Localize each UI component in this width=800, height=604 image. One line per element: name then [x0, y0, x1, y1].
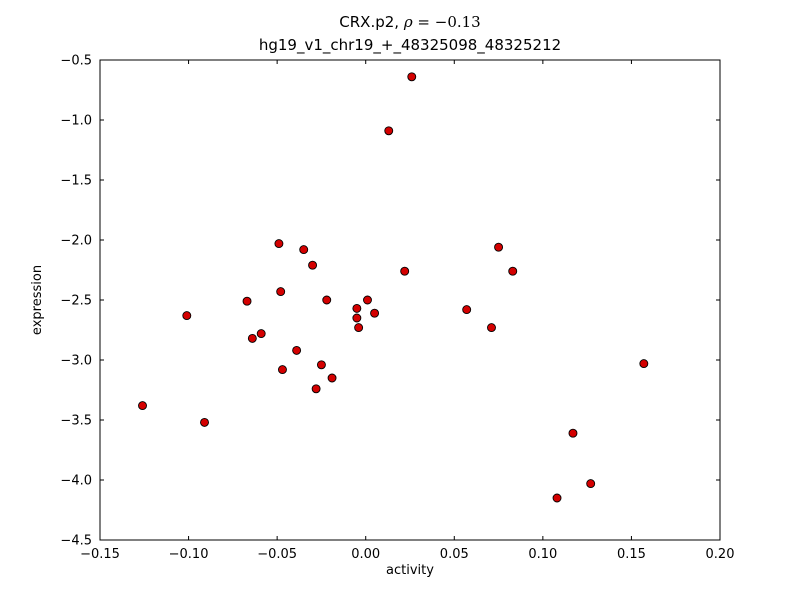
data-point [256, 329, 266, 339]
data-points [138, 72, 649, 503]
x-tick-label: −0.05 [257, 547, 297, 562]
x-tick-label: −0.15 [80, 547, 120, 562]
x-axis-label: activity [386, 563, 434, 578]
chart-title: CRX.p2, ρ = −0.13 [339, 13, 480, 31]
y-tick-label: −4.0 [60, 474, 92, 489]
data-point [352, 303, 362, 313]
data-point [200, 417, 209, 427]
data-point [299, 245, 309, 255]
plot-frame [99, 59, 721, 541]
axis-ticks: −0.15 −0.10 −0.05 0.00 0.05 0.10 0.15 0.20 −4.5 −… [60, 54, 734, 563]
data-point [316, 360, 326, 370]
data-point [247, 333, 257, 343]
x-tick-label: 0.05 [440, 547, 469, 562]
data-point [327, 373, 337, 383]
data-point [322, 295, 332, 305]
data-point [138, 401, 147, 411]
data-point [494, 242, 504, 252]
x-tick-label: 0.00 [351, 547, 380, 562]
data-point [354, 323, 364, 333]
y-tick-label: −1.5 [60, 174, 92, 189]
data-point [552, 493, 562, 503]
x-tick-label: 0.20 [706, 547, 735, 562]
data-point [276, 287, 286, 297]
x-tick-label: 0.10 [528, 547, 557, 562]
x-tick-label: 0.15 [617, 547, 646, 562]
data-point [363, 295, 372, 305]
chart-subtitle: hg19_v1_chr19_+_48325098_48325212 [259, 36, 561, 55]
y-axis-label: expression [30, 265, 45, 335]
y-tick-label: −1.0 [60, 114, 92, 129]
y-tick-label: −3.5 [60, 414, 92, 429]
data-point [278, 365, 287, 375]
data-point [292, 345, 302, 355]
data-point [384, 126, 394, 136]
data-point [487, 323, 496, 333]
y-tick-label: −0.5 [60, 54, 92, 69]
data-point [508, 266, 518, 276]
data-point [274, 239, 284, 249]
data-point [182, 311, 192, 321]
y-tick-label: −4.5 [60, 534, 92, 549]
data-point [639, 359, 649, 369]
data-point [407, 72, 417, 82]
chart-title-prefix: CRX.p2, [339, 13, 404, 31]
data-point [370, 308, 380, 318]
data-point [311, 384, 321, 394]
data-point [352, 313, 362, 323]
data-point [400, 266, 410, 276]
data-point [586, 479, 596, 489]
rho-symbol: ρ [403, 13, 413, 31]
data-point [462, 305, 472, 315]
y-tick-label: −3.0 [60, 354, 92, 369]
data-point [308, 260, 318, 270]
y-tick-label: −2.5 [60, 294, 92, 309]
data-point [568, 428, 578, 438]
data-point [242, 296, 252, 306]
chart-title-math-value: = −0.13 [413, 13, 481, 31]
y-tick-label: −2.0 [60, 234, 92, 249]
x-tick-label: −0.10 [169, 547, 209, 562]
